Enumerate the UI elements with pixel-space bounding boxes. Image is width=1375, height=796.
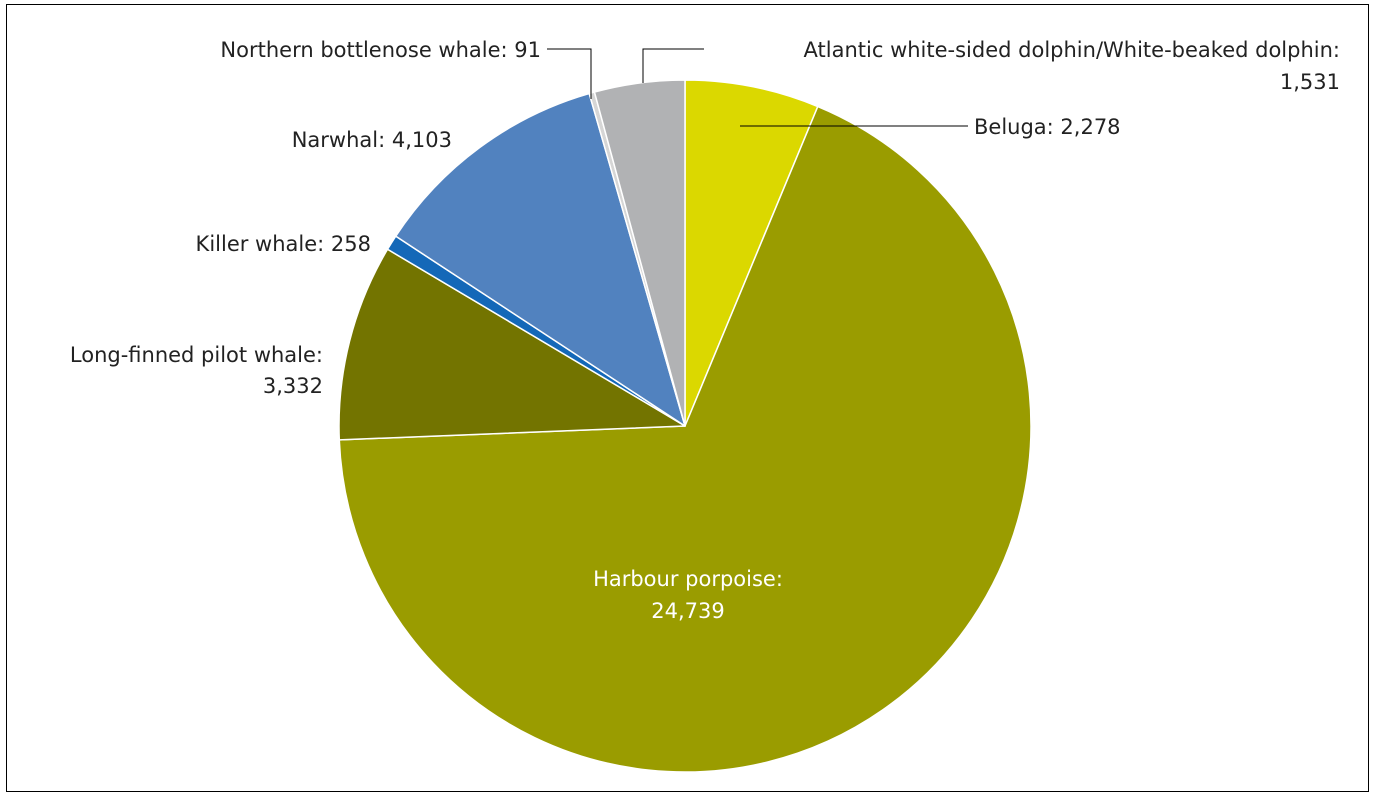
data-label-harbour-porpoise-value: 24,739 <box>651 599 724 623</box>
pie-slice-long-finned-pilot-whale <box>338 248 686 441</box>
data-label-pilot-whale-value: 3,332 <box>263 374 323 398</box>
data-label-narwhal: Narwhal: 4,103 <box>292 128 452 152</box>
data-label-atlantic-name: Atlantic white-sided dolphin/White-beake… <box>804 38 1340 62</box>
data-label-atlantic-value: 1,531 <box>1280 70 1340 94</box>
data-label-beluga: Beluga: 2,278 <box>974 115 1121 139</box>
data-label-bottlenose: Northern bottlenose whale: 91 <box>220 38 541 62</box>
pie-slice-beluga <box>684 79 819 427</box>
pie-slices <box>338 79 1032 773</box>
chart-frame: Beluga: 2,278 Harbour porpoise: 24,739 L… <box>6 4 1369 792</box>
data-label-killer-whale: Killer whale: 258 <box>196 232 371 256</box>
pie-slice-atlantic-white-sided-dolphin-white-beaked-dolphin <box>593 79 686 427</box>
data-labels: Beluga: 2,278 Harbour porpoise: 24,739 L… <box>70 38 1340 623</box>
leader-lines <box>547 48 968 127</box>
data-label-pilot-whale-name: Long-finned pilot whale: <box>70 343 323 367</box>
leader-line-atlantic <box>642 48 704 83</box>
data-label-harbour-porpoise-name: Harbour porpoise: <box>593 567 783 591</box>
leader-line-bottlenose <box>547 48 592 99</box>
pie-slice-harbour-porpoise <box>338 105 1032 773</box>
pie-chart: Beluga: 2,278 Harbour porpoise: 24,739 L… <box>70 38 1340 773</box>
